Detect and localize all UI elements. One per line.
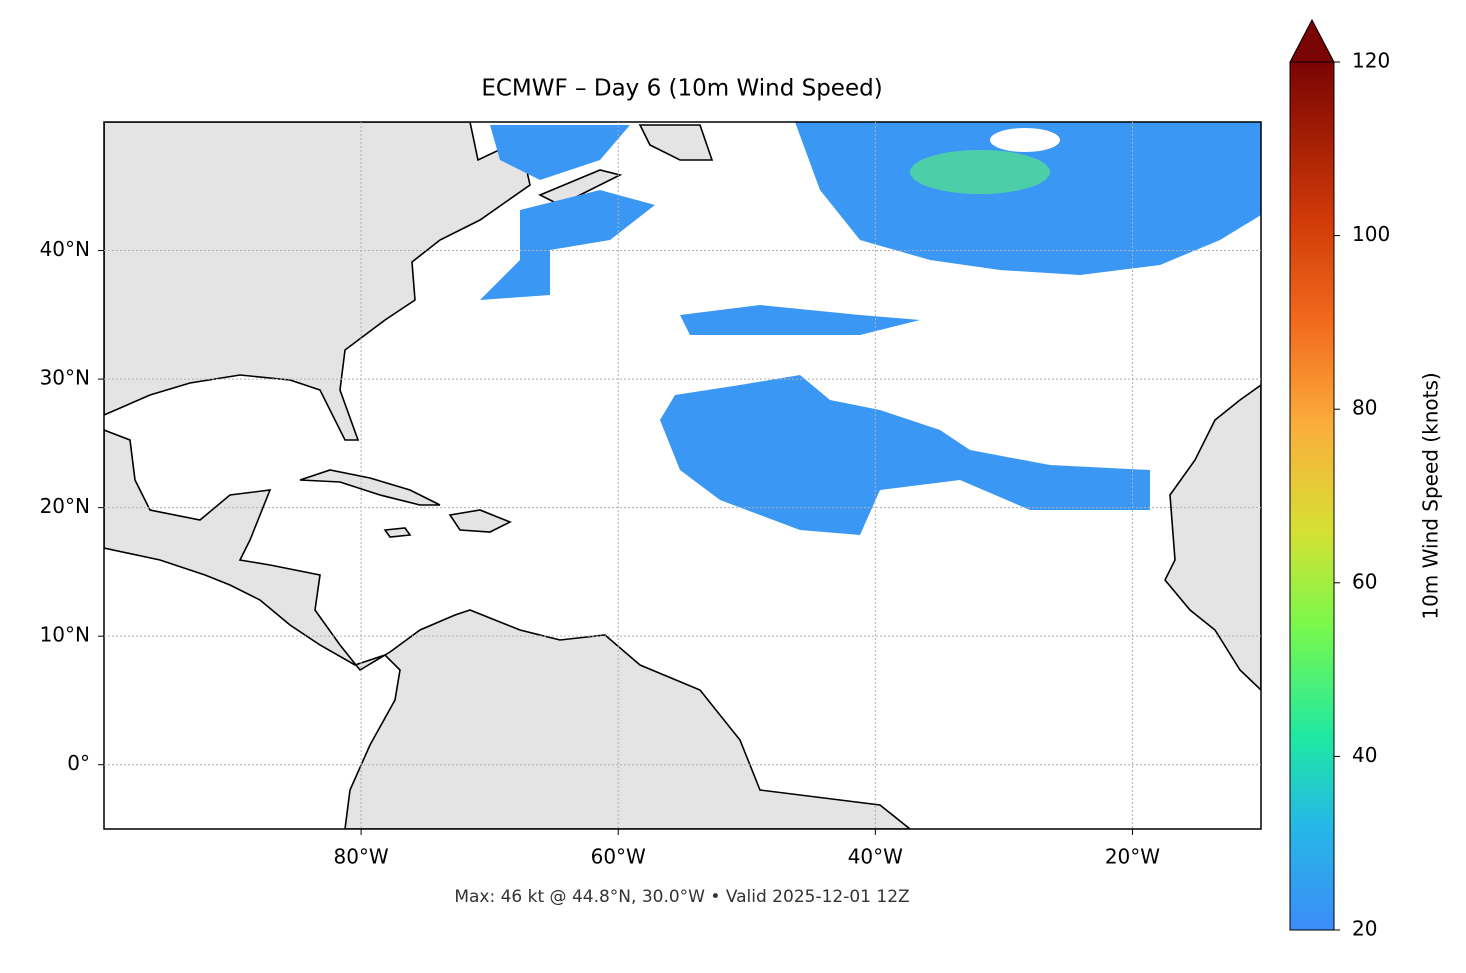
y-tick-label: 30°N — [40, 366, 90, 390]
x-tick-label: 60°W — [591, 845, 646, 869]
x-tick-label: 80°W — [333, 845, 388, 869]
wind-area — [795, 122, 1261, 275]
wind-area — [480, 190, 655, 300]
y-tick-label: 10°N — [40, 623, 90, 647]
colorbar-label: 10m Wind Speed (knots) — [1419, 372, 1443, 619]
colorbar-tick-label: 120 — [1352, 49, 1390, 73]
central-south-america — [104, 429, 912, 829]
jamaica — [383, 527, 412, 538]
wind-area — [680, 305, 920, 335]
north-america — [104, 122, 531, 441]
colorbar-extend — [1289, 18, 1335, 63]
colorbar-tick-label: 60 — [1352, 569, 1377, 593]
africa — [1164, 384, 1261, 692]
wind-area — [490, 125, 630, 180]
colorbar-tick-label: 20 — [1352, 917, 1377, 941]
colorbar — [1289, 61, 1335, 931]
map-frame — [103, 121, 1262, 830]
colorbar-tick-label: 40 — [1352, 743, 1377, 767]
calm-area — [990, 128, 1060, 152]
x-tick-label: 40°W — [848, 845, 903, 869]
y-tick-label: 20°N — [40, 494, 90, 518]
x-tick-label: 20°W — [1105, 845, 1160, 869]
wind-area — [660, 375, 1150, 535]
chart-title: ECMWF – Day 6 (10m Wind Speed) — [481, 76, 882, 102]
wind-max-area — [910, 150, 1050, 194]
y-tick-label: 0° — [67, 751, 90, 775]
footer-note: Max: 46 kt @ 44.8°N, 30.0°W • Valid 2025… — [454, 887, 909, 907]
hispaniola — [448, 509, 512, 533]
map — [104, 122, 1261, 829]
y-tick-label: 40°N — [40, 237, 90, 261]
colorbar-tick-label: 100 — [1352, 222, 1390, 246]
newfoundland — [638, 124, 714, 161]
colorbar-tick-label: 80 — [1352, 396, 1377, 420]
cuba — [299, 469, 441, 506]
